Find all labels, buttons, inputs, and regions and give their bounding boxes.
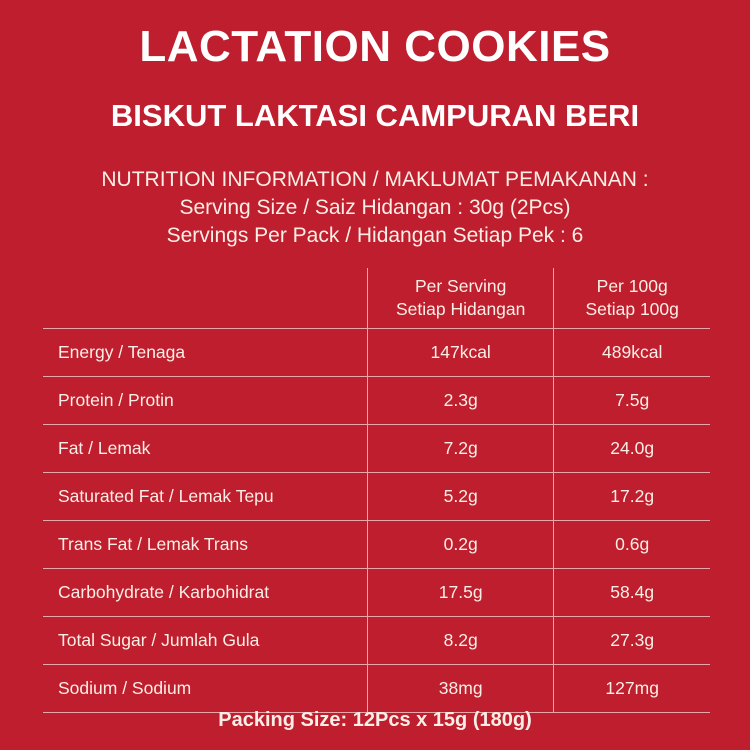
table-row: Protein / Protin 2.3g 7.5g xyxy=(43,376,710,425)
header-per-100g: Per 100g Setiap 100g xyxy=(553,268,710,329)
per-100g-value: 24.0g xyxy=(553,424,710,473)
table-row: Saturated Fat / Lemak Tepu 5.2g 17.2g xyxy=(43,472,710,521)
per-100g-value: 17.2g xyxy=(553,472,710,521)
per-serving-value: 38mg xyxy=(366,664,554,713)
table-row: Trans Fat / Lemak Trans 0.2g 0.6g xyxy=(43,520,710,569)
product-title: LACTATION COOKIES xyxy=(139,22,611,71)
nutrition-table: Per Serving Setiap Hidangan Per 100g Setia… xyxy=(43,268,710,713)
packing-size: Packing Size: 12Pcs x 15g (180g) xyxy=(218,709,532,731)
nutrition-info-header: NUTRITION INFORMATION / MAKLUMAT PEMAKAN… xyxy=(0,166,750,250)
table-row: Total Sugar / Jumlah Gula 8.2g 27.3g xyxy=(43,616,710,665)
nutrition-heading: NUTRITION INFORMATION / MAKLUMAT PEMAKAN… xyxy=(101,168,649,191)
header-per-serving: Per Serving Setiap Hidangan xyxy=(366,268,554,329)
nutrient-name: Carbohydrate / Karbohidrat xyxy=(43,568,368,617)
per-100g-value: 0.6g xyxy=(553,520,710,569)
table-row: Carbohydrate / Karbohidrat 17.5g 58.4g xyxy=(43,568,710,617)
per-100g-value: 58.4g xyxy=(553,568,710,617)
per-serving-value: 17.5g xyxy=(366,568,554,617)
table-header-row: Per Serving Setiap Hidangan Per 100g Setia… xyxy=(43,268,710,329)
table-row: Fat / Lemak 7.2g 24.0g xyxy=(43,424,710,473)
per-serving-value: 7.2g xyxy=(366,424,554,473)
nutrient-name: Total Sugar / Jumlah Gula xyxy=(43,616,368,665)
nutrient-name: Saturated Fat / Lemak Tepu xyxy=(43,472,368,521)
per-100g-value: 7.5g xyxy=(553,376,710,425)
nutrient-name: Fat / Lemak xyxy=(43,424,368,473)
per-100g-value: 27.3g xyxy=(553,616,710,665)
nutrient-name: Protein / Protin xyxy=(43,376,368,425)
per-serving-value: 147kcal xyxy=(366,328,554,377)
per-100g-value: 127mg xyxy=(553,664,710,713)
servings-per-pack: Servings Per Pack / Hidangan Setiap Pek … xyxy=(166,224,584,247)
table-row: Energy / Tenaga 147kcal 489kcal xyxy=(43,328,710,377)
per-serving-value: 2.3g xyxy=(366,376,554,425)
serving-size: Serving Size / Saiz Hidangan : 30g (2Pcs… xyxy=(179,196,571,219)
nutrient-name: Sodium / Sodium xyxy=(43,664,368,713)
nutrient-name: Energy / Tenaga xyxy=(43,328,368,377)
header-blank xyxy=(43,268,367,329)
table-row: Sodium / Sodium 38mg 127mg xyxy=(43,664,710,713)
nutrient-name: Trans Fat / Lemak Trans xyxy=(43,520,368,569)
per-serving-value: 5.2g xyxy=(366,472,554,521)
per-serving-value: 0.2g xyxy=(366,520,554,569)
per-serving-value: 8.2g xyxy=(366,616,554,665)
product-subtitle: BISKUT LAKTASI CAMPURAN BERI xyxy=(110,98,640,133)
per-100g-value: 489kcal xyxy=(553,328,710,377)
